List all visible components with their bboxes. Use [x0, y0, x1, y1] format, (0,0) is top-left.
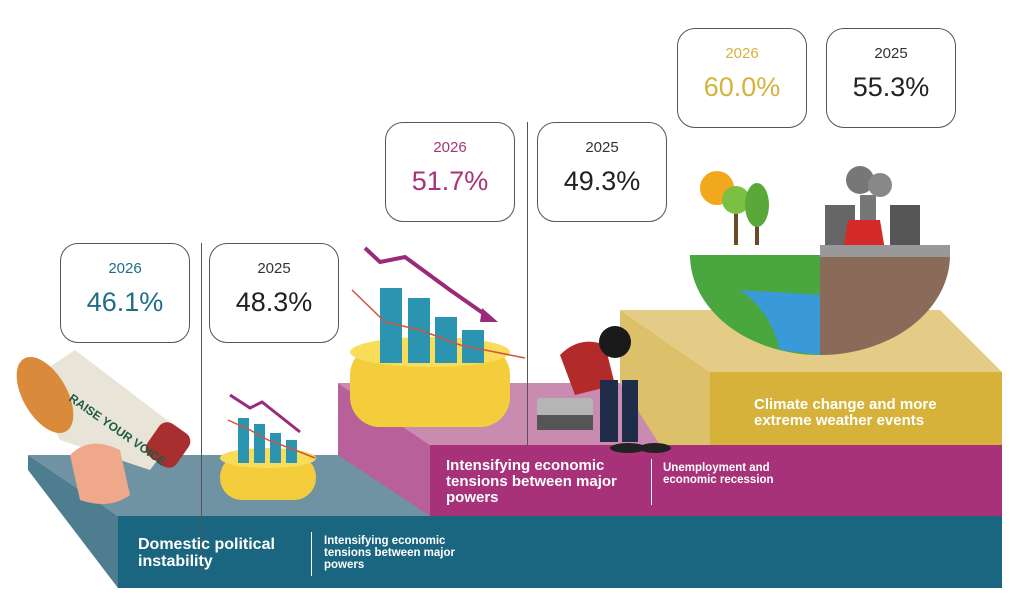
climate-globe-icon	[690, 166, 950, 355]
small-falling-chart-icon	[220, 393, 316, 500]
tier3-2026-box: 2026 60.0%	[677, 28, 807, 128]
magenta-step-front	[430, 445, 1002, 516]
tier2-2025-box: 2025 49.3%	[537, 122, 667, 222]
teal-step-front	[118, 516, 1002, 588]
tier3-2025-box: 2025 55.3%	[826, 28, 956, 128]
tier3-2025-year: 2025	[874, 45, 908, 62]
tier2-rank-label: Intensifying economic tensions between m…	[446, 457, 617, 506]
falling-chart-on-coins-icon	[350, 246, 526, 427]
megaphone-icon: RAISE YOUR VOICE	[16, 350, 191, 504]
tier1-divider	[201, 243, 202, 575]
tier3-rank-label: Climate change and more extreme weather …	[754, 396, 937, 429]
tier2-divider	[527, 122, 528, 445]
tier2-2025-year: 2025	[585, 139, 619, 156]
tier1-2025-year: 2025	[257, 260, 291, 277]
tier1-2026-value: 46.1%	[86, 287, 164, 317]
teal-step-side	[28, 455, 118, 588]
tier3-2025-value: 55.3%	[852, 72, 930, 102]
tier2-2026-box: 2026 51.7%	[385, 122, 515, 222]
gold-step-side	[620, 310, 710, 445]
tier2-2026-value: 51.7%	[411, 166, 489, 196]
tier1-rank-label: Domestic political instability	[138, 536, 275, 570]
tier1-2026-box: 2026 46.1%	[60, 243, 190, 343]
tier1-label-divider	[311, 532, 312, 576]
tier3-2026-year: 2026	[725, 45, 759, 62]
tier2-label-divider	[651, 459, 652, 505]
tier3-2026-value: 60.0%	[703, 72, 781, 102]
tier1-2025-box: 2025 48.3%	[209, 243, 339, 343]
tier2-secondary-label: Unemployment and economic recession	[663, 462, 774, 487]
tier1-secondary-label: Intensifying economic tensions between m…	[324, 535, 456, 572]
tier2-2025-value: 49.3%	[563, 166, 641, 196]
unemployed-person-icon	[537, 326, 671, 453]
tier2-2026-year: 2026	[433, 139, 467, 156]
tier1-2025-value: 48.3%	[235, 287, 313, 317]
gold-step-front	[710, 372, 1002, 445]
tier1-2026-year: 2026	[108, 260, 142, 277]
